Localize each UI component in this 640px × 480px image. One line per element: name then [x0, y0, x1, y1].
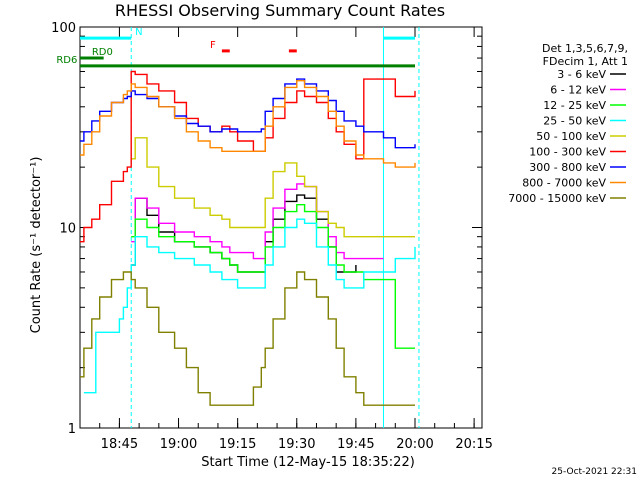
series-line	[83, 218, 416, 394]
series-line	[80, 70, 416, 243]
series-line	[131, 183, 384, 260]
legend-label: 6 - 12 keV	[550, 84, 606, 97]
x-tick-label: 19:15	[219, 437, 256, 452]
x-axis-label: Start Time (12-May-15 18:35:22)	[201, 455, 415, 470]
series-line	[80, 78, 416, 149]
series-line	[80, 80, 416, 168]
legend-label: 300 - 800 keV	[529, 161, 606, 174]
legend-label: 12 - 25 keV	[543, 99, 606, 112]
annotation-label: N	[135, 27, 142, 38]
series-line	[80, 271, 415, 406]
x-tick-label: 19:45	[337, 437, 374, 452]
legend-label: 25 - 50 keV	[543, 115, 606, 128]
legend-label: 100 - 300 keV	[529, 146, 606, 159]
y-tick-label: 1	[68, 422, 76, 437]
annotation-label: F	[210, 40, 216, 51]
legend: Det 1,3,5,6,7,9,FDecim 1, Att 13 - 6 keV…	[508, 42, 628, 205]
legend-label: 800 - 7000 keV	[522, 177, 606, 190]
timestamp: 25-Oct-2021 22:31	[552, 467, 637, 477]
y-tick-label: 100	[51, 21, 76, 36]
series-line	[131, 137, 415, 238]
axes: 1 10 100 18:45 19:00 19:15 19:30 19:45 20:00 20:1…	[51, 21, 493, 452]
x-tick-label: 20:15	[455, 437, 492, 452]
y-axis-label: Count Rate (s⁻¹ detector⁻¹)	[29, 157, 44, 334]
legend-header: Det 1,3,5,6,7,9,	[542, 42, 628, 55]
x-tick-label: 19:30	[278, 437, 315, 452]
series-line	[131, 204, 415, 349]
annotation-label: RD0	[92, 47, 113, 58]
legend-label: 7000 - 15000 keV	[508, 192, 606, 205]
x-tick-label: 19:00	[160, 437, 197, 452]
legend-header: FDecim 1, Att 1	[543, 55, 628, 68]
y-tick-label: 10	[59, 222, 76, 237]
series-line	[131, 194, 357, 273]
x-tick-label: 18:45	[101, 437, 138, 452]
x-tick-label: 20:00	[396, 437, 433, 452]
chart-title: RHESSI Observing Summary Count Rates	[115, 1, 445, 20]
plot-area: N RD0 RD6 F	[56, 27, 420, 428]
legend-label: 3 - 6 keV	[557, 68, 606, 81]
annotation-label: RD6	[56, 55, 77, 66]
legend-label: 50 - 100 keV	[536, 130, 606, 143]
